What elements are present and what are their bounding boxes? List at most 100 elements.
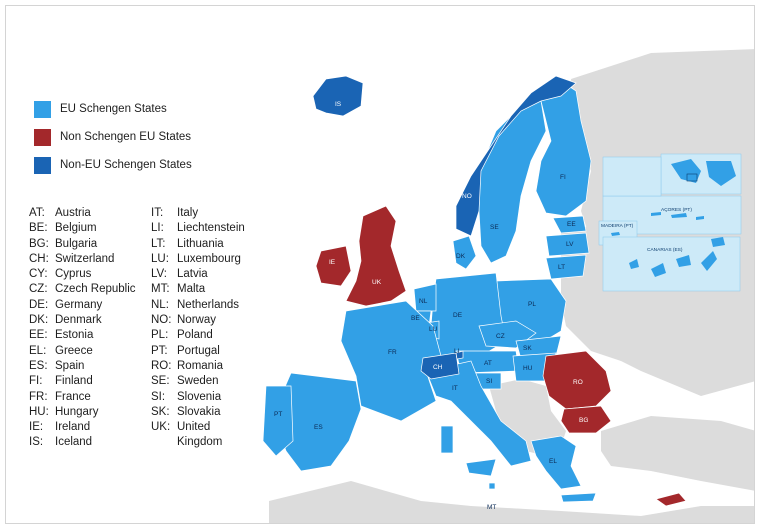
abbr-code: EE: [29, 329, 48, 342]
label-fr: FR [388, 349, 397, 356]
abbr-name: Estonia [55, 329, 94, 342]
abbr-name: France [55, 390, 91, 403]
legend-swatch-eu-schengen [34, 100, 51, 118]
abbr-name: Portugal [177, 344, 220, 357]
label-it: IT [452, 385, 458, 392]
eu-schengen-land [262, 80, 597, 503]
label-cy: CY [691, 493, 701, 500]
insets: AÇORES (PT) MADEIRA (PT) CANARIAS (ES) [598, 153, 742, 292]
abbr-name: Cyprus [55, 268, 92, 281]
inset-label-madeira: MADEIRA (PT) [601, 223, 634, 229]
legend-item-non-schengen-eu: Non Schengen EU States [34, 126, 192, 148]
abbr-code: CZ: [29, 283, 48, 296]
abbr-code: ES: [29, 359, 48, 372]
legend-label: EU Schengen States [60, 103, 167, 115]
abbr-code: FR: [29, 390, 48, 403]
abbr-row: PL: Poland [151, 328, 245, 343]
abbr-code: SI: [151, 390, 166, 403]
abbr-row: FR: France [29, 390, 136, 405]
canarias-islands [629, 237, 725, 277]
abbr-row: UK: United Kingdom [151, 420, 245, 451]
abbr-code: LT: [151, 237, 166, 250]
abbr-row: CZ: Czech Republic [29, 282, 136, 297]
country-labels: IS NO SE FI EE LV LT DK IE UK NL BE LU D… [274, 101, 701, 511]
abbr-code: PL: [151, 329, 169, 342]
label-uk: UK [372, 279, 382, 286]
label-at: AT [484, 360, 492, 367]
abbr-row: SK: Slovakia [151, 405, 245, 420]
label-es: ES [314, 424, 323, 431]
legend-label: Non Schengen EU States [60, 131, 192, 143]
abbr-name: Liechtenstein [177, 222, 245, 235]
country-is [312, 75, 364, 117]
abbr-row: LI: Liechtenstein [151, 221, 245, 236]
abbr-row: IT: Italy [151, 206, 245, 221]
label-ro: RO [573, 379, 583, 386]
abbr-row: FI: Finland [29, 374, 136, 389]
label-pl: PL [528, 301, 536, 308]
label-ie: IE [329, 259, 336, 266]
abbr-code: FI: [29, 375, 43, 388]
map-frame: AÇORES (PT) MADEIRA (PT) CANARIAS (ES) I… [5, 5, 755, 524]
abbr-name: Hungary [55, 405, 99, 418]
abbr-name: Czech Republic [55, 283, 136, 296]
abbr-name: Latvia [177, 268, 208, 281]
abbr-code: LV: [151, 268, 167, 281]
abbr-row: DK: Denmark [29, 313, 136, 328]
abbr-name: Austria [55, 207, 91, 219]
country-ro [542, 350, 612, 410]
label-no: NO [462, 193, 472, 200]
country-el [530, 435, 582, 490]
abbr-row: CH: Switzerland [29, 252, 136, 267]
country-ie [315, 245, 352, 287]
abbr-name: Poland [177, 329, 213, 342]
abbr-name: Slovakia [177, 405, 221, 418]
abbr-row: BE: Belgium [29, 221, 136, 236]
country-ee [552, 215, 587, 234]
abbr-row: SE: Sweden [151, 374, 245, 389]
legend-item-eu-schengen: EU Schengen States [34, 98, 192, 120]
country-ch [420, 352, 460, 380]
label-de: DE [453, 312, 463, 319]
abbr-row: NL: Netherlands [151, 298, 245, 313]
abbr-row: NO: Norway [151, 313, 245, 328]
abbr-code: SK: [151, 405, 170, 418]
abbr-row: EE: Estonia [29, 328, 136, 343]
abbr-code: UK: [151, 421, 171, 434]
non-schengen-eu-land [315, 205, 687, 507]
abbr-code: BE: [29, 222, 48, 235]
abbr-name: Denmark [55, 314, 102, 327]
abbr-code: DK: [29, 314, 49, 327]
abbr-name: Ireland [55, 421, 91, 434]
legend-swatch-non-schengen-eu [34, 128, 51, 146]
north-africa-land [269, 481, 754, 523]
abbr-name: Luxembourg [177, 252, 241, 265]
label-si: SI [486, 378, 492, 385]
abbr-code: IT: [151, 207, 164, 219]
label-bg: BG [579, 417, 588, 424]
abbr-code: LU: [151, 252, 169, 265]
abbr-name: Norway [177, 314, 216, 327]
abbr-name: Slovenia [177, 390, 222, 403]
abbr-name: Greece [55, 344, 93, 357]
legend-label: Non-EU Schengen States [60, 159, 192, 171]
country-it-sardinia [440, 425, 454, 454]
legend-swatch-non-eu-schengen [34, 156, 51, 174]
non-eu-schengen-land [312, 75, 577, 380]
country-fr [340, 300, 442, 422]
abbr-name: United Kingdom [177, 421, 223, 449]
country-bg [560, 405, 612, 434]
label-fi: FI [560, 174, 566, 181]
country-fi [535, 80, 592, 217]
abbr-code: BG: [29, 237, 49, 250]
label-is: IS [335, 101, 342, 108]
abbr-name: Iceland [55, 436, 93, 449]
abbr-code: CY: [29, 268, 48, 281]
abbr-row: EL: Greece [29, 344, 136, 359]
abbr-name: Malta [177, 283, 206, 296]
label-li: LI [454, 348, 460, 355]
label-dk: DK [456, 253, 466, 260]
abbr-row: RO: Romania [151, 359, 245, 374]
map-legend: EU Schengen States Non Schengen EU State… [34, 98, 192, 182]
label-cz: CZ [496, 333, 505, 340]
